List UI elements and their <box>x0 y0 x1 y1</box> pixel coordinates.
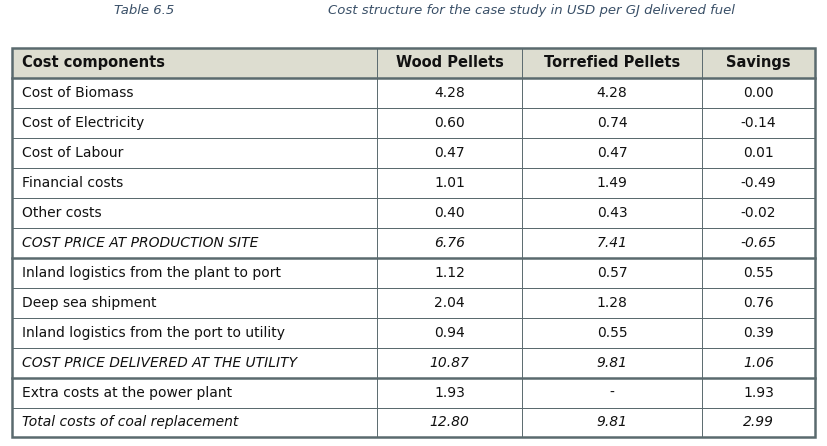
Bar <box>12 48 815 78</box>
Text: 0.55: 0.55 <box>743 266 774 280</box>
Text: Total costs of coal replacement: Total costs of coal replacement <box>22 416 238 429</box>
Text: -: - <box>609 385 614 400</box>
Text: Cost structure for the case study in USD per GJ delivered fuel: Cost structure for the case study in USD… <box>328 4 735 17</box>
Text: 0.40: 0.40 <box>434 206 465 220</box>
Text: 1.93: 1.93 <box>434 385 465 400</box>
Text: COST PRICE AT PRODUCTION SITE: COST PRICE AT PRODUCTION SITE <box>22 235 258 250</box>
Text: Other costs: Other costs <box>22 206 102 220</box>
Text: Cost of Electricity: Cost of Electricity <box>22 116 144 130</box>
Text: 10.87: 10.87 <box>430 355 470 370</box>
Text: Financial costs: Financial costs <box>22 176 123 190</box>
Text: 0.00: 0.00 <box>743 86 774 100</box>
Text: COST PRICE DELIVERED AT THE UTILITY: COST PRICE DELIVERED AT THE UTILITY <box>22 355 297 370</box>
Text: 6.76: 6.76 <box>434 235 465 250</box>
Text: Cost of Biomass: Cost of Biomass <box>22 86 133 100</box>
Text: 0.39: 0.39 <box>743 326 774 339</box>
Text: 0.94: 0.94 <box>434 326 465 339</box>
Text: 0.74: 0.74 <box>597 116 628 130</box>
Text: 1.49: 1.49 <box>596 176 628 190</box>
Text: -0.49: -0.49 <box>741 176 777 190</box>
Text: 0.43: 0.43 <box>597 206 628 220</box>
Text: 9.81: 9.81 <box>596 416 628 429</box>
Text: 0.47: 0.47 <box>434 146 465 160</box>
Text: 0.76: 0.76 <box>743 296 774 310</box>
Text: 0.60: 0.60 <box>434 116 465 130</box>
Text: Cost of Labour: Cost of Labour <box>22 146 123 160</box>
Text: 0.55: 0.55 <box>597 326 628 339</box>
Text: 2.04: 2.04 <box>434 296 465 310</box>
Text: 1.93: 1.93 <box>743 385 774 400</box>
Text: 9.81: 9.81 <box>596 355 628 370</box>
Text: Wood Pellets: Wood Pellets <box>395 55 504 70</box>
Text: -0.02: -0.02 <box>741 206 777 220</box>
Text: 0.47: 0.47 <box>597 146 628 160</box>
Text: 12.80: 12.80 <box>430 416 470 429</box>
Text: 2.99: 2.99 <box>743 416 774 429</box>
Text: Inland logistics from the port to utility: Inland logistics from the port to utilit… <box>22 326 285 339</box>
Text: 0.57: 0.57 <box>597 266 628 280</box>
Text: -0.14: -0.14 <box>741 116 777 130</box>
Text: -0.65: -0.65 <box>740 235 777 250</box>
Text: 1.28: 1.28 <box>596 296 628 310</box>
Text: Savings: Savings <box>726 55 791 70</box>
Text: Cost components: Cost components <box>22 55 165 70</box>
Text: Inland logistics from the plant to port: Inland logistics from the plant to port <box>22 266 281 280</box>
Text: Table 6.5: Table 6.5 <box>113 4 174 17</box>
Text: 1.12: 1.12 <box>434 266 465 280</box>
Text: 1.01: 1.01 <box>434 176 465 190</box>
Text: Torrefied Pellets: Torrefied Pellets <box>544 55 681 70</box>
Text: Extra costs at the power plant: Extra costs at the power plant <box>22 385 232 400</box>
Text: Deep sea shipment: Deep sea shipment <box>22 296 156 310</box>
Text: 0.01: 0.01 <box>743 146 774 160</box>
Text: 1.06: 1.06 <box>743 355 774 370</box>
Text: 4.28: 4.28 <box>434 86 465 100</box>
Text: 7.41: 7.41 <box>596 235 628 250</box>
Text: 4.28: 4.28 <box>597 86 628 100</box>
